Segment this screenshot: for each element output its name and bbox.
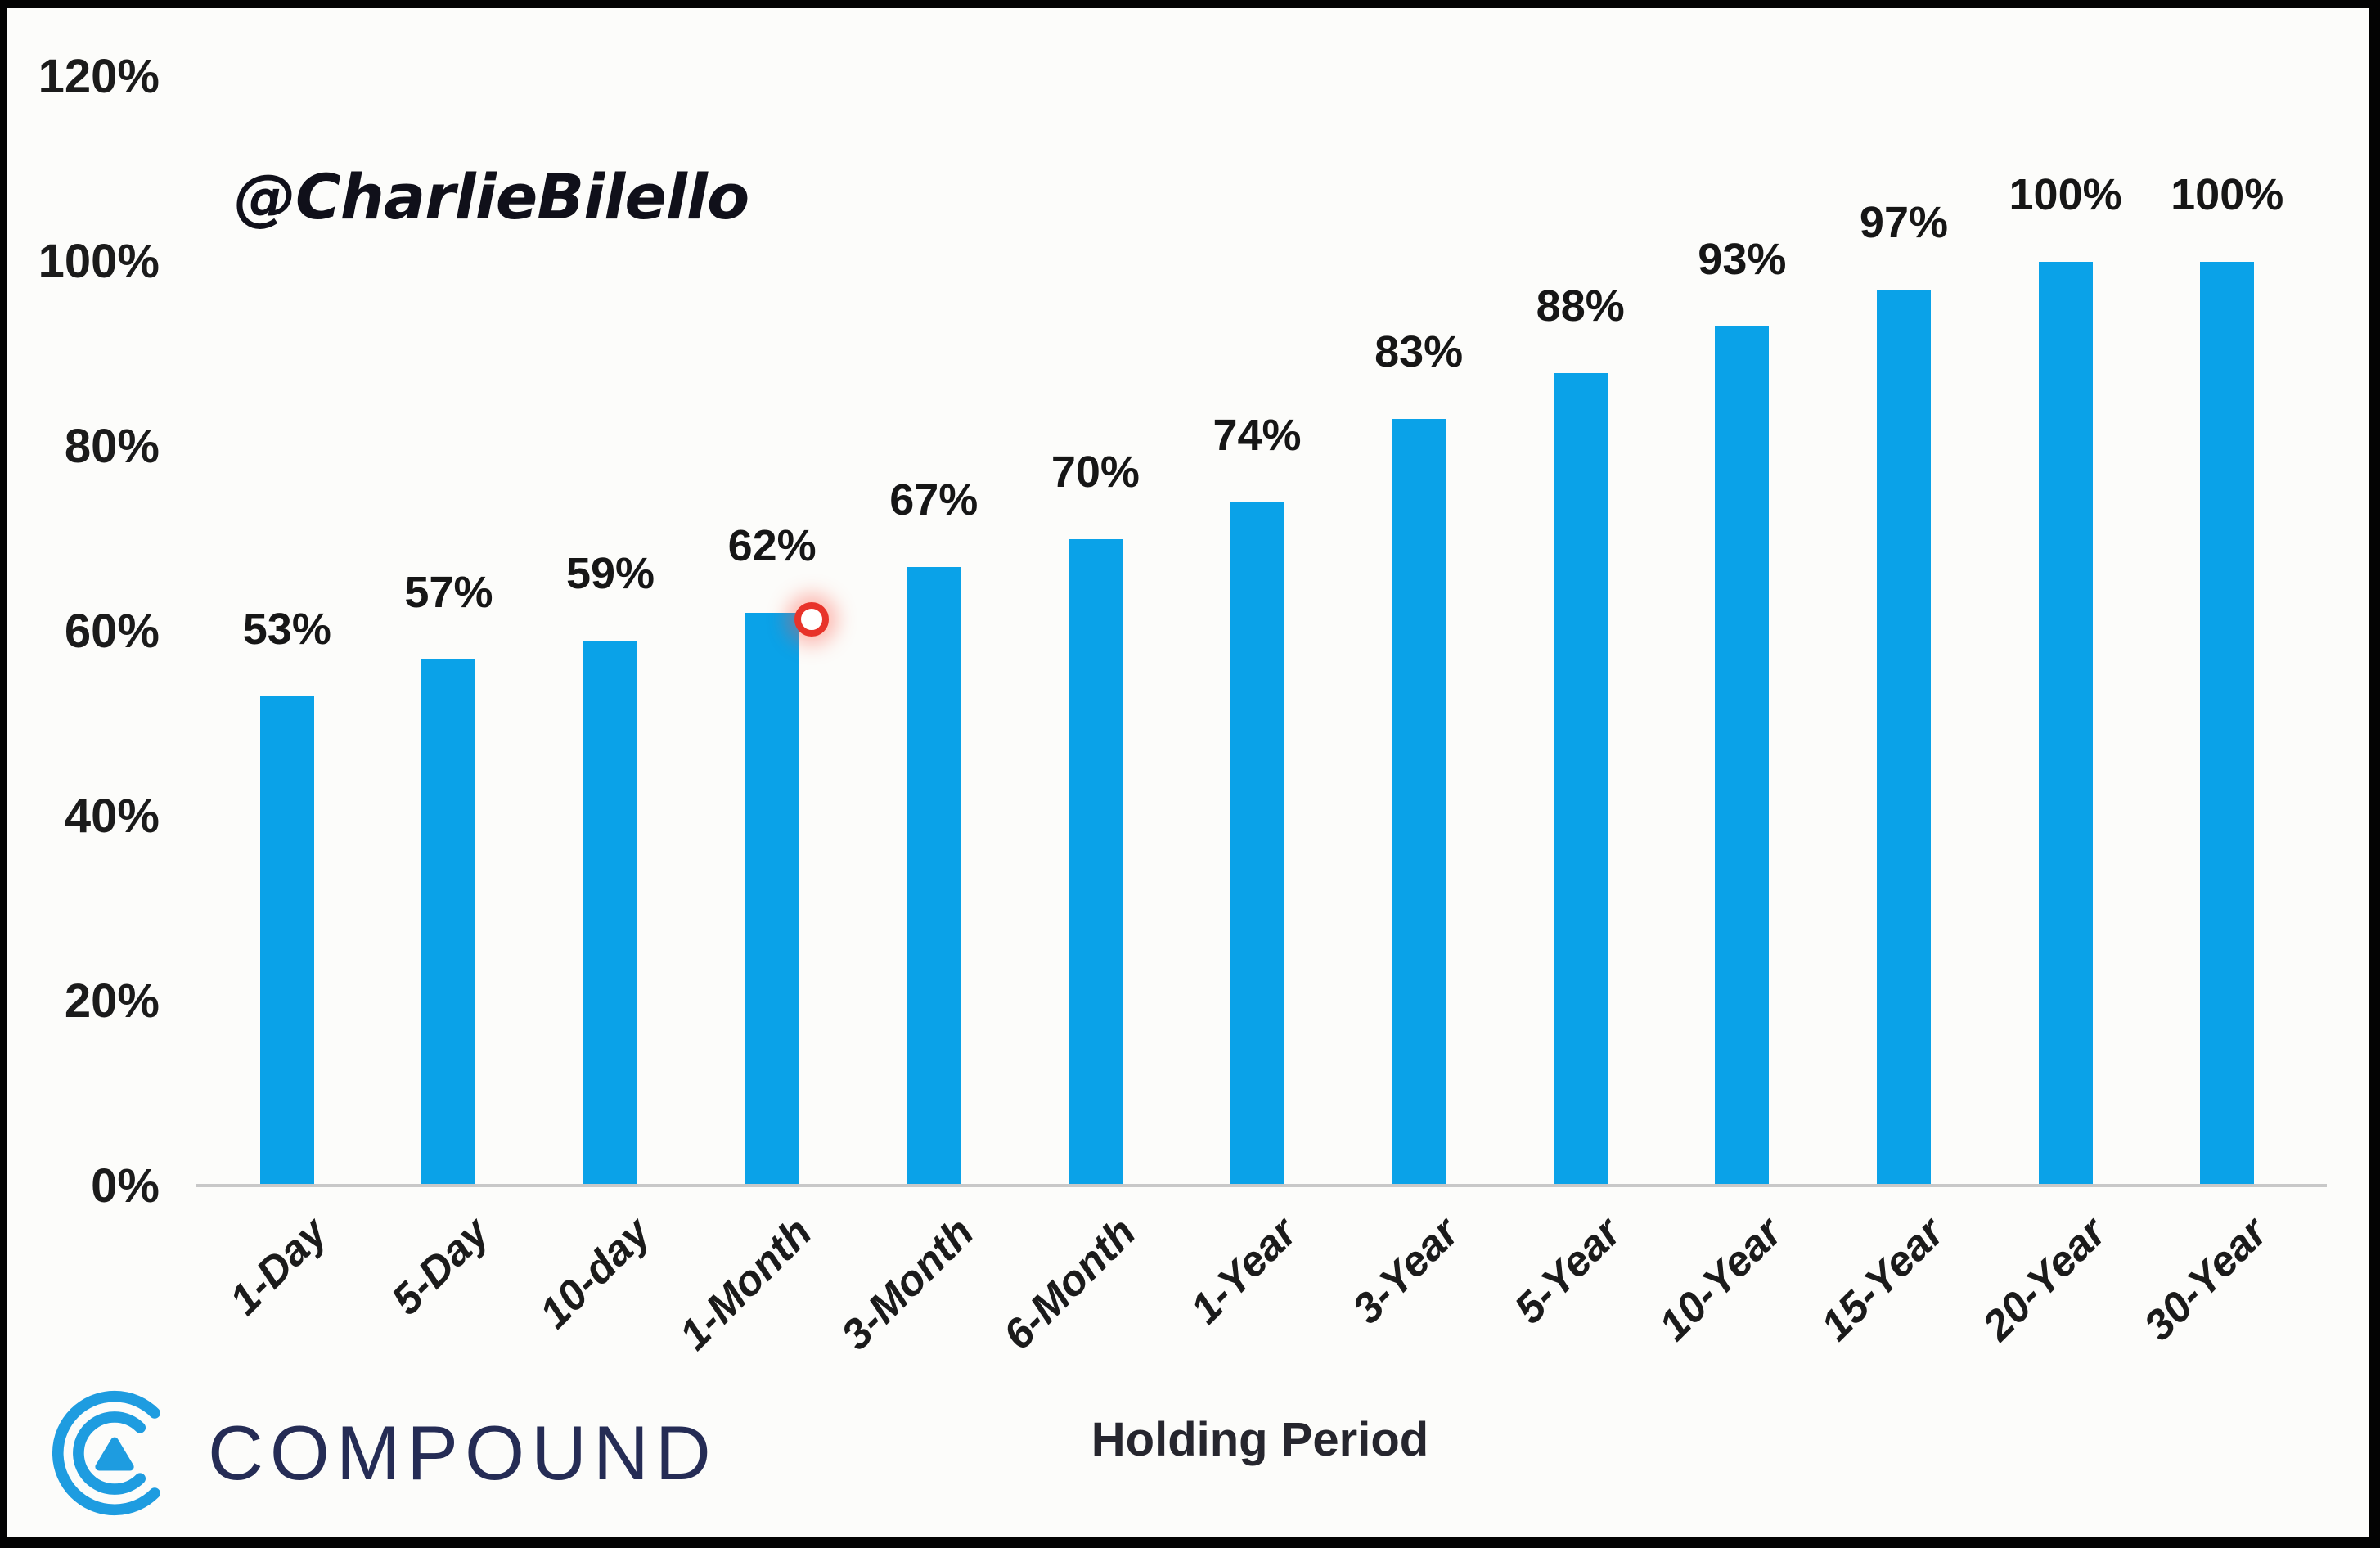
bar-value-label: 100% [2171, 170, 2284, 219]
bar-5-Day [421, 659, 476, 1186]
bar-value-label: 74% [1212, 410, 1302, 460]
bar-3-Month [907, 566, 961, 1186]
compound-logo-icon [52, 1390, 160, 1516]
bar-value-label: 70% [1051, 448, 1140, 497]
bar-15-Year [1876, 289, 1931, 1186]
bar-5-Year [1553, 372, 1608, 1186]
y-tick-label: 0% [91, 1159, 160, 1213]
y-tick-label: 40% [64, 790, 160, 843]
bar-3-Year [1392, 419, 1446, 1186]
bar-10-day [583, 641, 638, 1186]
y-tick-label: 60% [64, 605, 160, 658]
bar-20-Year [2038, 262, 2093, 1186]
x-axis-title: Holding Period [1091, 1413, 1429, 1466]
bar-1-Day [259, 696, 314, 1186]
bar-value-label: 57% [404, 567, 493, 617]
bar-6-Month [1068, 539, 1123, 1186]
bar-value-label: 100% [2009, 170, 2122, 219]
watermark-author-handle: @CharlieBilello [234, 160, 749, 233]
bar-value-label: 93% [1698, 235, 1787, 285]
x-axis-line [196, 1184, 2327, 1187]
y-tick-label: 120% [38, 50, 160, 103]
bar-value-label: 83% [1374, 327, 1464, 377]
bar-30-Year [2200, 262, 2255, 1186]
bar-1-Month [745, 613, 799, 1186]
y-tick-label: 20% [64, 974, 160, 1028]
bar-value-label: 62% [727, 521, 817, 571]
bar-1-Year [1230, 502, 1284, 1186]
bar-value-label: 59% [565, 549, 655, 599]
compound-logo-text: COMPOUND [208, 1410, 718, 1496]
click-indicator-dot [794, 602, 829, 637]
bar-value-label: 88% [1536, 281, 1625, 331]
chart-background [7, 8, 2369, 1537]
bar-10-Year [1715, 326, 1770, 1186]
y-tick-label: 100% [38, 235, 160, 288]
bar-value-label: 97% [1859, 197, 1948, 247]
y-tick-label: 80% [64, 420, 160, 473]
bar-value-label: 53% [242, 605, 331, 655]
bar-value-label: 67% [889, 475, 979, 524]
compound-logo: COMPOUND [46, 1384, 718, 1522]
